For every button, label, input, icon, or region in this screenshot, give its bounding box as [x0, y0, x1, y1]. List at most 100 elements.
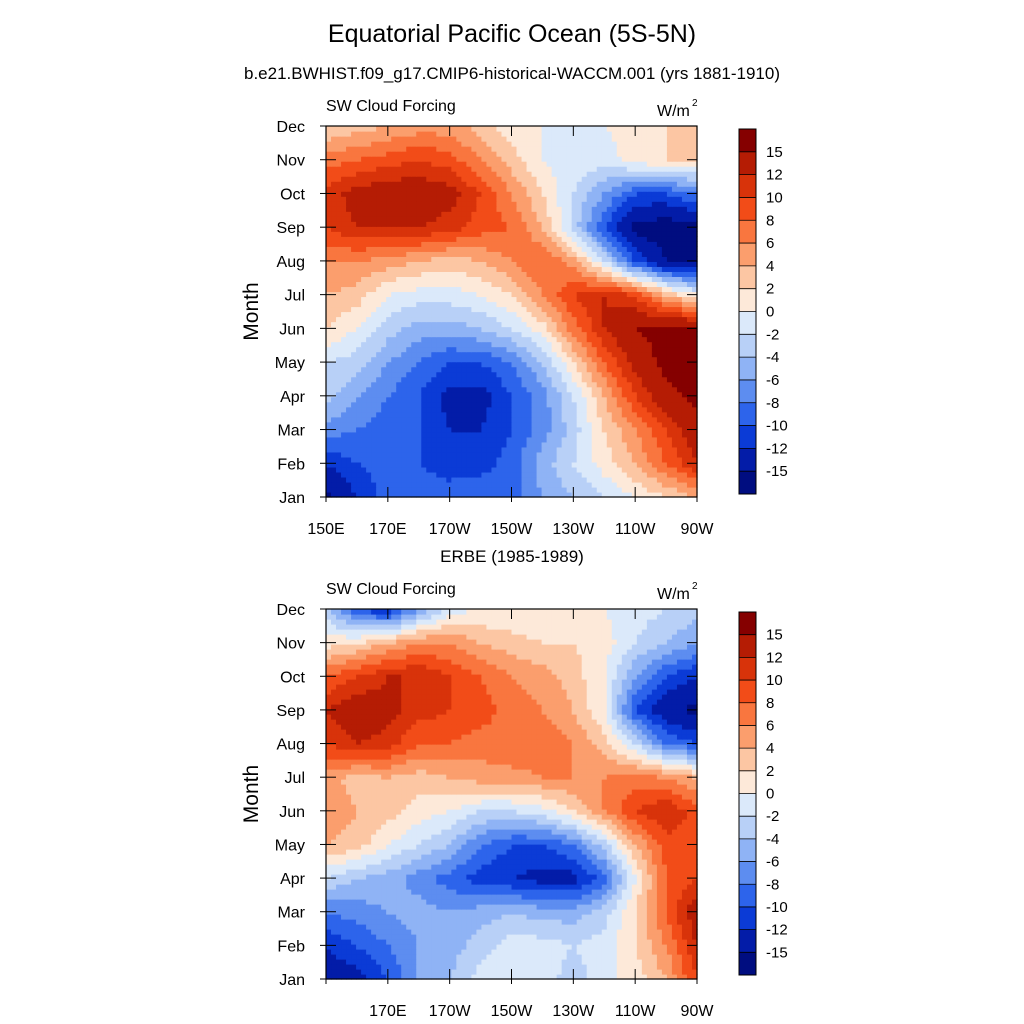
contour-cell [426, 381, 432, 388]
contour-cell [431, 301, 437, 308]
contour-cell [476, 186, 483, 192]
contour-cell [446, 216, 452, 222]
contour-cell [596, 241, 603, 247]
contour-cell [651, 386, 658, 393]
contour-cell [506, 171, 513, 177]
contour-cell [591, 366, 598, 373]
contour-cell [666, 166, 673, 172]
contour-cell [456, 286, 462, 293]
contour-cell [616, 201, 623, 207]
contour-cell [401, 446, 407, 453]
contour-cell [476, 211, 483, 217]
contour-cell [451, 426, 457, 433]
contour-cell [531, 461, 538, 468]
contour-cell [551, 291, 558, 298]
contour-cell [556, 211, 563, 217]
contour-cell [541, 446, 548, 453]
contour-cell [621, 491, 628, 498]
contour-cell [371, 196, 377, 202]
contour-cell [511, 376, 518, 383]
contour-cell [556, 411, 563, 418]
contour-cell [421, 411, 427, 418]
contour-cell [456, 406, 462, 413]
contour-cell [541, 191, 548, 197]
contour-cell [456, 296, 462, 303]
contour-cell [441, 451, 447, 458]
contour-cell [366, 331, 372, 338]
contour-cell [596, 446, 603, 453]
contour-cell [341, 186, 347, 192]
contour-cell [541, 426, 548, 433]
contour-cell [431, 311, 437, 318]
contour-cell [401, 436, 407, 443]
contour-cell [366, 476, 372, 483]
contour-cell [411, 391, 417, 398]
contour-cell [551, 431, 558, 438]
contour-cell [421, 446, 427, 453]
contour-cell [416, 451, 422, 458]
contour-cell [341, 476, 347, 483]
contour-cell [546, 306, 553, 313]
contour-cell [626, 306, 633, 313]
contour-cell [351, 371, 357, 378]
contour-cell [686, 456, 693, 463]
contour-cell [441, 396, 447, 403]
contour-cell [611, 281, 618, 288]
contour-cell [546, 366, 553, 373]
contour-cell [501, 176, 508, 182]
contour-cell [666, 221, 673, 227]
contour-cell [341, 256, 347, 262]
contour-cell [456, 221, 462, 227]
contour-cell [686, 276, 693, 283]
contour-cell [516, 466, 523, 473]
contour-cell [621, 401, 628, 408]
contour-cell [351, 176, 357, 182]
contour-cell [361, 381, 367, 388]
contour-cell [446, 426, 452, 433]
contour-cell [351, 161, 357, 167]
contour-cell [566, 241, 573, 247]
contour-cell [676, 336, 683, 343]
contour-cell [641, 426, 648, 433]
contour-cell [671, 421, 678, 428]
contour-cell [661, 291, 668, 298]
contour-cell [371, 491, 377, 498]
contour-cell [691, 331, 698, 338]
contour-cell [526, 421, 533, 428]
contour-cell [691, 181, 698, 187]
contour-cell [606, 456, 613, 463]
contour-cell [626, 166, 633, 172]
contour-cell [546, 181, 553, 187]
contour-cell [346, 196, 352, 202]
contour-cell [411, 186, 417, 192]
contour-cell [616, 301, 623, 308]
contour-cell [356, 376, 362, 383]
contour-cell [491, 396, 498, 403]
contour-cell [471, 396, 477, 403]
contour-cell [656, 186, 663, 192]
contour-cell [526, 256, 533, 262]
contour-cell [476, 241, 483, 247]
contour-cell [606, 256, 613, 262]
contour-cell [621, 241, 628, 247]
contour-cell [656, 216, 663, 222]
contour-cell [536, 416, 543, 423]
contour-cell [591, 281, 598, 288]
contour-cell [336, 241, 342, 247]
contour-cell [626, 386, 633, 393]
contour-cell [671, 486, 678, 493]
contour-cell [346, 271, 352, 277]
contour-cell [511, 391, 518, 398]
contour-cell [606, 171, 613, 177]
contour-cell [391, 256, 397, 262]
contour-cell [481, 286, 488, 293]
contour-cell [541, 466, 548, 473]
contour-cell [486, 191, 493, 197]
contour-cell [681, 361, 688, 368]
contour-cell [486, 291, 493, 298]
contour-cell [526, 301, 533, 308]
contour-cell [656, 446, 663, 453]
contour-cell [421, 166, 427, 172]
contour-cell [606, 386, 613, 393]
